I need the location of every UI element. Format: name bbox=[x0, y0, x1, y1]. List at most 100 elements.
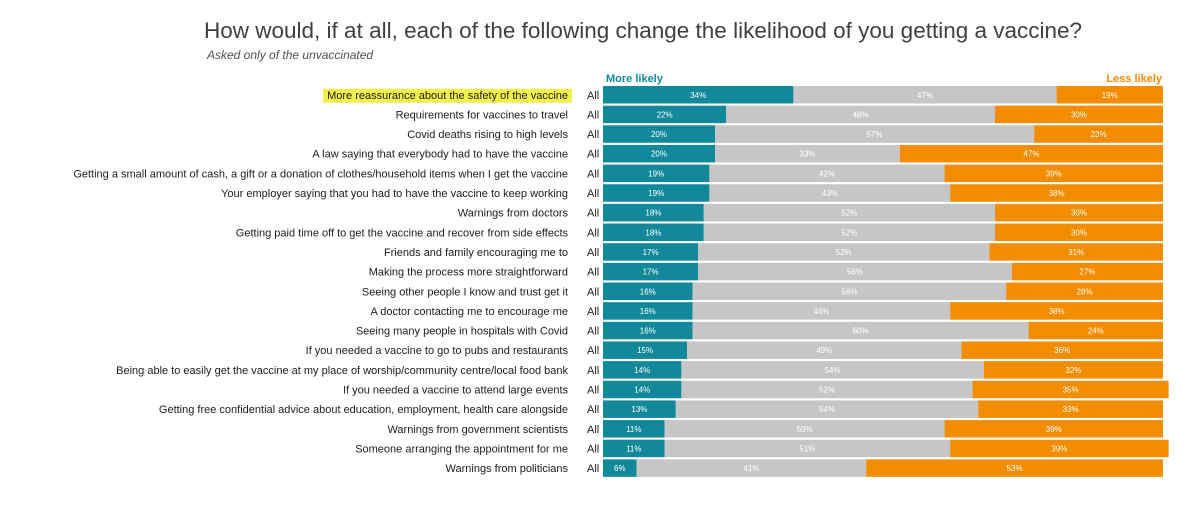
data-label: 22% bbox=[657, 110, 673, 119]
data-label: 52% bbox=[819, 386, 835, 395]
bar-segment-more-likely bbox=[603, 105, 727, 124]
data-label: 34% bbox=[690, 91, 706, 100]
data-label: 19% bbox=[648, 189, 664, 198]
category-label: Warnings from politicians bbox=[446, 463, 569, 475]
category-label: If you needed a vaccine to attend large … bbox=[343, 385, 569, 397]
bar-segment-more-likely bbox=[603, 420, 665, 438]
bar-segment-no-difference bbox=[681, 380, 973, 399]
data-label: 43% bbox=[822, 189, 838, 198]
data-label: 30% bbox=[1071, 228, 1087, 237]
group-label: All bbox=[587, 247, 599, 259]
bar-segment-no-difference bbox=[692, 282, 1007, 300]
bar-segment-less-likely bbox=[944, 164, 1163, 183]
bar-segment-more-likely bbox=[603, 302, 693, 320]
data-label: 39% bbox=[1046, 425, 1062, 434]
bar-segment-less-likely bbox=[1011, 262, 1163, 281]
data-label: 30% bbox=[1071, 110, 1087, 119]
category-label: Making the process more straightforward bbox=[369, 267, 568, 279]
data-label: 54% bbox=[825, 366, 841, 375]
bar-segment-more-likely bbox=[603, 282, 693, 300]
data-label: 16% bbox=[640, 307, 656, 316]
group-label: All bbox=[587, 208, 599, 220]
bar-segment-no-difference bbox=[698, 262, 1012, 281]
category-label: A law saying that everybody had to have … bbox=[312, 149, 568, 161]
bar-segment-no-difference bbox=[687, 341, 962, 359]
data-label: 18% bbox=[645, 209, 661, 218]
bar-segment-less-likely bbox=[866, 459, 1163, 477]
group-label: All bbox=[587, 463, 599, 475]
legend-less-likely: Less likely bbox=[1106, 73, 1162, 85]
bar-segment-less-likely bbox=[995, 105, 1163, 124]
data-label: 57% bbox=[867, 130, 883, 139]
data-label: 16% bbox=[640, 287, 656, 296]
data-label: 50% bbox=[797, 425, 813, 434]
data-label: 52% bbox=[841, 228, 857, 237]
category-label: Seeing many people in hospitals with Cov… bbox=[356, 326, 568, 338]
bar-segment-more-likely bbox=[603, 321, 693, 340]
bar-segment-more-likely bbox=[603, 380, 682, 399]
bar-segment-more-likely bbox=[603, 164, 710, 183]
bar-segment-more-likely bbox=[603, 361, 682, 379]
data-label: 56% bbox=[847, 268, 863, 277]
group-label: All bbox=[587, 286, 599, 298]
bar-segment-more-likely bbox=[603, 262, 699, 281]
data-label: 19% bbox=[648, 169, 664, 178]
data-label: 14% bbox=[634, 386, 650, 395]
bar-segment-more-likely bbox=[603, 223, 704, 242]
data-label: 53% bbox=[1007, 464, 1023, 473]
bar-segment-less-likely bbox=[1028, 321, 1163, 340]
bar-segment-no-difference bbox=[709, 164, 945, 183]
category-label: Getting a small amount of cash, a gift o… bbox=[73, 168, 568, 180]
data-label: 15% bbox=[637, 346, 653, 355]
group-label: All bbox=[587, 326, 599, 338]
bar-segment-no-difference bbox=[664, 439, 951, 458]
data-label: 14% bbox=[634, 366, 650, 375]
data-label: 31% bbox=[1068, 248, 1084, 257]
bar-segment-less-likely bbox=[1006, 282, 1163, 300]
bar-segment-less-likely bbox=[944, 420, 1163, 438]
bar-segment-more-likely bbox=[603, 341, 687, 359]
bar-segment-more-likely bbox=[603, 184, 710, 202]
category-label: If you needed a vaccine to go to pubs an… bbox=[306, 345, 569, 357]
bar-segment-no-difference bbox=[703, 203, 995, 222]
group-label: All bbox=[587, 443, 599, 455]
bar-segment-no-difference bbox=[692, 321, 1029, 340]
data-label: 46% bbox=[813, 307, 829, 316]
bar-segment-more-likely bbox=[603, 243, 699, 261]
bar-segment-no-difference bbox=[681, 361, 984, 379]
bar-segment-less-likely bbox=[972, 380, 1169, 399]
data-label: 47% bbox=[1023, 150, 1039, 159]
data-label: 24% bbox=[1088, 327, 1104, 336]
bar-segment-less-likely bbox=[989, 243, 1163, 261]
data-label: 20% bbox=[651, 150, 667, 159]
bar-segment-no-difference bbox=[726, 105, 995, 124]
bar-segment-no-difference bbox=[664, 420, 945, 438]
bar-segment-no-difference bbox=[692, 302, 951, 320]
bar-segment-less-likely bbox=[1034, 125, 1163, 143]
bar-segment-no-difference bbox=[715, 125, 1035, 143]
bar-segment-less-likely bbox=[983, 361, 1163, 379]
data-label: 33% bbox=[1063, 405, 1079, 414]
bar-segment-no-difference bbox=[675, 400, 979, 418]
data-label: 38% bbox=[1049, 189, 1065, 198]
bar-segment-more-likely bbox=[603, 144, 715, 163]
bar-segment-no-difference bbox=[703, 223, 995, 242]
data-label: 16% bbox=[640, 327, 656, 336]
category-label: Getting paid time off to get the vaccine… bbox=[236, 227, 569, 239]
group-label: All bbox=[587, 424, 599, 436]
category-label: Seeing other people I know and trust get… bbox=[362, 286, 568, 298]
bar-segment-no-difference bbox=[698, 243, 990, 261]
data-label: 42% bbox=[819, 169, 835, 178]
data-label: 60% bbox=[853, 327, 869, 336]
group-label: All bbox=[587, 188, 599, 200]
data-label: 52% bbox=[836, 248, 852, 257]
data-label: 33% bbox=[799, 150, 815, 159]
category-label: Requirements for vaccines to travel bbox=[396, 109, 568, 121]
data-label: 39% bbox=[1051, 444, 1067, 453]
bar-segment-more-likely bbox=[603, 86, 794, 104]
group-label: All bbox=[587, 306, 599, 318]
category-highlight bbox=[323, 88, 572, 103]
bar-segment-less-likely bbox=[978, 400, 1163, 418]
bar-segment-no-difference bbox=[715, 144, 900, 163]
chart-title: How would, if at all, each of the follow… bbox=[204, 18, 1083, 43]
